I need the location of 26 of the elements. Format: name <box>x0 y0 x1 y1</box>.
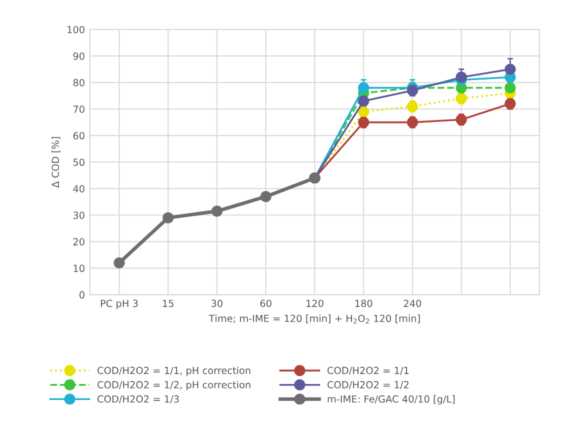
y-tick-label: 60 <box>73 132 84 140</box>
x-tick-label: 180 <box>355 300 372 308</box>
y-tick-label: 100 <box>68 26 84 34</box>
legend-label: COD/H2O2 = 1/1 <box>328 366 409 375</box>
y-tick-label: 0 <box>80 291 84 299</box>
y-tick-label: 30 <box>73 212 84 219</box>
y-tick-label: 70 <box>73 106 84 113</box>
legend-label: COD/H2O2 = 1/3 <box>98 395 179 404</box>
y-tick-label: 50 <box>73 158 84 166</box>
x-tick-label: 60 <box>260 300 272 308</box>
x-tick-label: 120 <box>306 300 324 308</box>
x-tick-label: 240 <box>404 300 422 308</box>
y-tick-label: 20 <box>73 238 84 246</box>
y-tick-label: 10 <box>74 264 84 272</box>
x-tick-label: PC pH 3 <box>100 300 138 309</box>
legend-label: COD/H2O2 = 1/1, pH correction <box>98 366 250 376</box>
y-tick-label: 90 <box>73 52 84 60</box>
y-tick-label: 40 <box>73 185 84 192</box>
legend-label: COD/H2O2 = 1/2, pH correction <box>98 380 250 390</box>
x-tick-label: 15 <box>162 300 174 308</box>
legend-label: COD/H2O2 = 1/2 <box>328 381 408 390</box>
x-axis-title: Time; m-IME = 120 [min] + H$_{2}$O$_{2}$ 120 [min] <box>208 314 420 324</box>
legend-label: m-IME: Fe/GAC 40/10 [g/L] <box>328 395 455 405</box>
x-tick-label: 30 <box>212 300 223 308</box>
y-axis-title: Δ COD [%] <box>52 137 60 188</box>
y-tick-label: 80 <box>73 78 84 86</box>
